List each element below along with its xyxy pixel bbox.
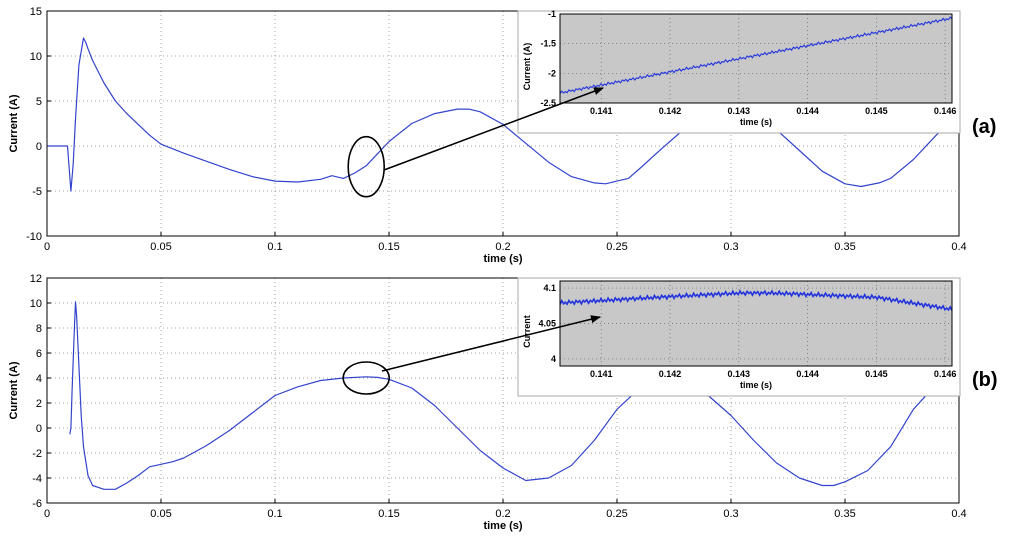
- x-tick-label: 0.1: [267, 241, 282, 253]
- inset-y-axis-label: Current (A): [522, 43, 532, 91]
- y-tick-label: 10: [30, 51, 42, 63]
- y-axis-label: Current (A): [8, 94, 20, 152]
- y-tick-label: 8: [36, 323, 42, 335]
- x-tick-label: 0.4: [951, 241, 966, 253]
- y-tick-label: 0: [36, 423, 42, 435]
- x-axis-label: time (s): [483, 253, 522, 265]
- inset-x-tick-label: 0.146: [934, 106, 957, 116]
- x-tick-label: 0.1: [267, 508, 282, 520]
- inset-y-tick-label: -2: [548, 68, 556, 78]
- inset-frame: [559, 280, 953, 367]
- inset-y-tick-label: 4: [551, 354, 556, 364]
- inset-x-tick-label: 0.145: [865, 106, 888, 116]
- y-tick-label: 5: [36, 96, 42, 108]
- x-tick-label: 0.2: [495, 508, 510, 520]
- x-tick-label: 0.05: [150, 241, 171, 253]
- inset-y-tick-label: -2.5: [540, 98, 556, 108]
- inset-y-tick-label: -1: [548, 9, 556, 19]
- y-tick-label: 2: [36, 398, 42, 410]
- inset-y-tick-label: 4.05: [538, 319, 556, 329]
- x-tick-label: 0.15: [378, 241, 399, 253]
- inset-plot-area: [560, 14, 952, 103]
- zoom-ellipse: [342, 361, 391, 395]
- inset-x-tick-label: 0.145: [865, 369, 888, 379]
- x-tick-label: 0.25: [606, 508, 627, 520]
- inset-y-tick-label: -1.5: [540, 39, 556, 49]
- y-tick-label: 4: [36, 373, 42, 385]
- y-tick-label: 6: [36, 348, 42, 360]
- y-axis-label: Current (A): [8, 361, 20, 419]
- x-tick-label: 0: [44, 508, 50, 520]
- inset-series-line: [559, 16, 953, 95]
- y-tick-label: -6: [32, 498, 42, 510]
- inset-y-axis-label: Current: [522, 315, 532, 348]
- inset-x-axis-label: time (s): [740, 380, 772, 390]
- y-tick-label: -2: [32, 448, 42, 460]
- y-tick-label: 0: [36, 141, 42, 153]
- y-tick-label: 15: [30, 6, 42, 18]
- x-tick-label: 0: [44, 241, 50, 253]
- y-tick-label: -10: [26, 231, 42, 243]
- x-tick-label: 0.25: [606, 241, 627, 253]
- inset-x-tick-label: 0.141: [590, 369, 613, 379]
- x-axis-label: time (s): [483, 520, 522, 532]
- x-tick-label: 0.05: [150, 508, 171, 520]
- inset-x-tick-label: 0.143: [728, 106, 751, 116]
- inset-frame: [559, 13, 953, 104]
- zoom-ellipse: [347, 135, 386, 198]
- series-line: [69, 301, 960, 490]
- inset-x-tick-label: 0.144: [796, 106, 819, 116]
- zoom-arrow: [383, 87, 604, 171]
- zoom-arrow: [381, 315, 601, 372]
- x-tick-label: 0.35: [834, 241, 855, 253]
- inset-x-tick-label: 0.144: [796, 369, 819, 379]
- x-tick-label: 0.15: [378, 508, 399, 520]
- inset-y-tick-label: 4.1: [543, 283, 556, 293]
- inset-x-tick-label: 0.142: [659, 106, 682, 116]
- y-tick-label: 10: [30, 298, 42, 310]
- inset-x-tick-label: 0.146: [934, 369, 957, 379]
- y-tick-label: 12: [30, 273, 42, 285]
- inset-series-line: [559, 289, 953, 312]
- x-tick-label: 0.3: [723, 508, 738, 520]
- x-tick-label: 0.4: [951, 508, 966, 520]
- y-tick-label: -4: [32, 473, 42, 485]
- panel-label-a: (a): [972, 116, 996, 138]
- x-tick-label: 0.35: [834, 508, 855, 520]
- x-tick-label: 0.3: [723, 241, 738, 253]
- panel-label-b: (b): [972, 369, 998, 391]
- inset-x-tick-label: 0.143: [728, 369, 751, 379]
- inset-x-tick-label: 0.141: [590, 106, 613, 116]
- y-tick-label: -5: [32, 186, 42, 198]
- inset-x-tick-label: 0.142: [659, 369, 682, 379]
- x-tick-label: 0.2: [495, 241, 510, 253]
- inset-x-axis-label: time (s): [740, 117, 772, 127]
